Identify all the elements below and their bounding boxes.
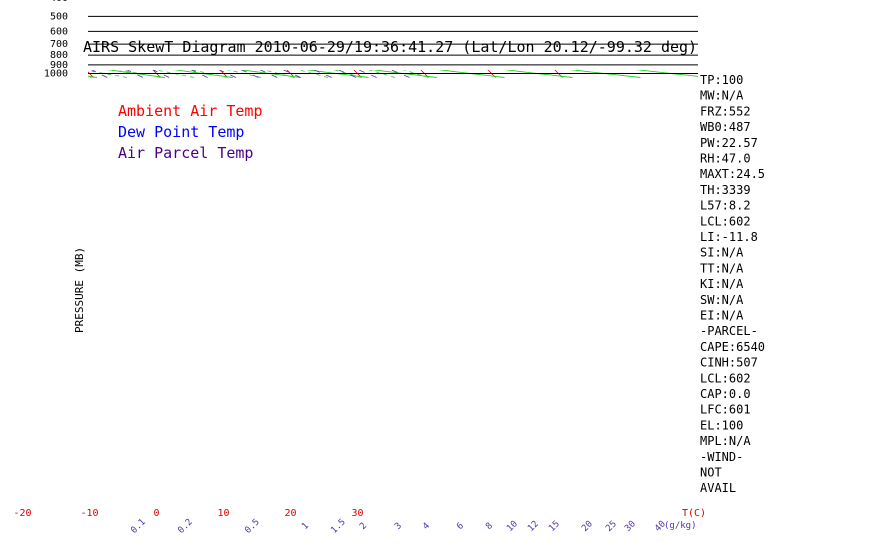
sounding-index: EI:N/A <box>700 309 744 323</box>
pressure-tick-label: 800 <box>50 50 68 61</box>
sounding-index: LFC:601 <box>700 403 751 417</box>
legend-entry: Dew Point Temp <box>118 123 244 141</box>
mixing-ratio-label: 3 <box>393 521 404 532</box>
chart-title: AIRS SkewT Diagram 2010-06-29/19:36:41.2… <box>83 38 697 56</box>
sounding-index: LCL:602 <box>700 214 751 228</box>
legend: Ambient Air Temp Dew Point Temp Air Parcel… <box>118 102 263 162</box>
isobar-lines <box>88 15 698 74</box>
mixing-ratio-label: 30 <box>623 519 638 534</box>
sounding-index: L57:8.2 <box>700 199 751 213</box>
mixing-ratio-label: 0.5 <box>243 517 262 536</box>
sounding-index: AVAIL <box>700 481 736 495</box>
pressure-tick-label: 600 <box>50 26 68 37</box>
axis-labels: 1002003004005006007008009001000-120-110-… <box>13 0 706 536</box>
sounding-index: SW:N/A <box>700 293 744 307</box>
sounding-index: LI:-11.8 <box>700 230 758 244</box>
bottom-temp-tick-label: 20 <box>284 508 296 519</box>
mixing-ratio-label: 0.1 <box>129 517 148 536</box>
sounding-index: -PARCEL- <box>700 324 758 338</box>
sounding-index: CINH:507 <box>700 356 758 370</box>
sounding-index: LCL:602 <box>700 371 751 385</box>
bottom-temp-tick-label: 10 <box>217 508 229 519</box>
mixing-ratio-label: 1 <box>300 521 311 532</box>
sounding-index: TH:3339 <box>700 183 751 197</box>
sounding-index: MAXT:24.5 <box>700 167 765 181</box>
sounding-index: MPL:N/A <box>700 434 751 448</box>
legend-entry: Ambient Air Temp <box>118 102 263 120</box>
sounding-index: MW:N/A <box>700 89 744 103</box>
x-axis-label: T(C) <box>682 508 706 519</box>
sounding-index: CAPE:6540 <box>700 340 765 354</box>
sounding-index: FRZ:552 <box>700 104 751 118</box>
mixing-ratio-label: 4 <box>421 521 432 532</box>
mixing-ratio-label: 20 <box>580 519 595 534</box>
mixing-ratio-label: 10 <box>505 519 520 534</box>
mixing-ratio-unit: (g/kg) <box>664 521 697 531</box>
sounding-index: WB0:487 <box>700 120 751 134</box>
sounding-index: -WIND- <box>700 450 743 464</box>
pressure-tick-label: 1000 <box>44 68 68 79</box>
bottom-temp-tick-label: 30 <box>351 508 363 519</box>
sounding-index: TT:N/A <box>700 261 744 275</box>
mixing-ratio-label: 8 <box>484 521 495 532</box>
pressure-tick-label: 500 <box>50 11 68 22</box>
mixing-ratio-label: 15 <box>547 519 562 534</box>
pressure-tick-label: 900 <box>50 60 68 71</box>
sounding-index: CAP:0.0 <box>700 387 751 401</box>
sounding-index: RH:47.0 <box>700 152 751 166</box>
sounding-index: KI:N/A <box>700 277 744 291</box>
sounding-index: EL:100 <box>700 418 743 432</box>
sounding-index: NOT <box>700 466 722 480</box>
sounding-index: TP:100 <box>700 73 743 87</box>
sounding-index: PW:22.57 <box>700 136 758 150</box>
pressure-tick-label: 700 <box>50 39 68 50</box>
y-axis-label: PRESSURE (MB) <box>73 247 86 333</box>
sounding-index: SI:N/A <box>700 246 744 260</box>
bottom-temp-tick-label: -10 <box>80 508 98 519</box>
mixing-ratio-label: 12 <box>526 519 541 534</box>
legend-entry: Air Parcel Temp <box>118 144 253 162</box>
mixing-ratio-label: 0.2 <box>176 517 195 536</box>
mixing-ratio-label: 25 <box>604 519 619 534</box>
mixing-ratio-label: 6 <box>455 521 466 532</box>
bottom-temp-tick-label: -20 <box>13 508 31 519</box>
bottom-temp-tick-label: 0 <box>153 508 159 519</box>
mixing-ratio-label: 1.5 <box>329 517 348 536</box>
mixing-ratio-label: 2 <box>358 521 369 532</box>
pressure-tick-label: 400 <box>50 0 68 4</box>
